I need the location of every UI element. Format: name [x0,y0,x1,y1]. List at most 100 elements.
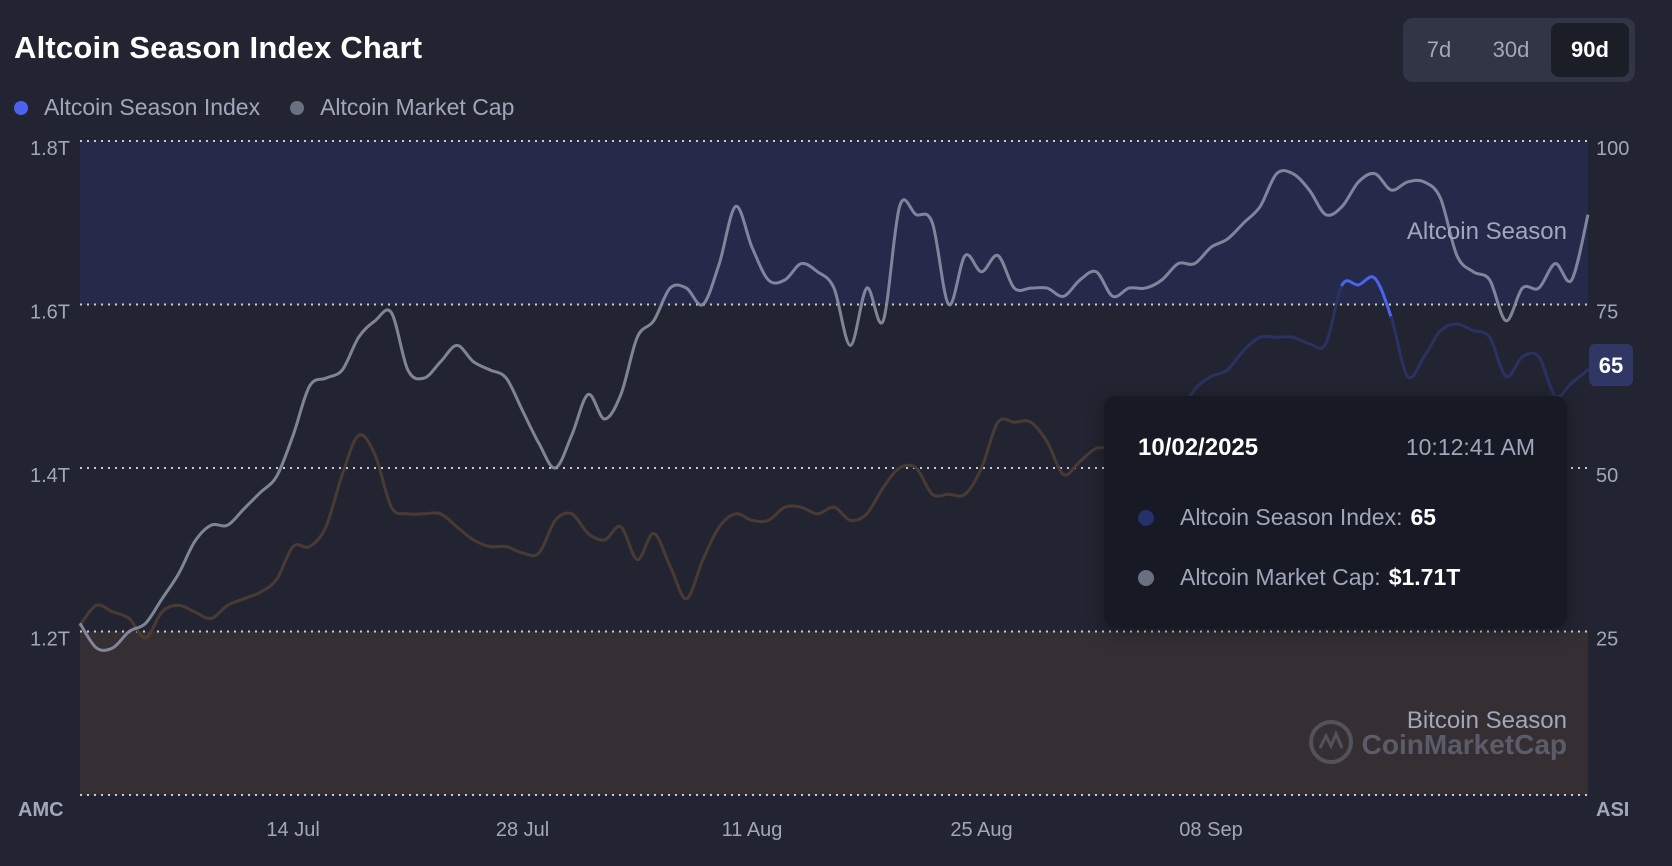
x-tick-label: 14 Jul [266,819,319,841]
y-left-tick-label: 1.8T [30,138,70,160]
series-segment-altcoin-season-index [865,486,885,516]
series-segment-altcoin-season-index [1258,334,1279,339]
series-segment-altcoin-season-index [1389,316,1410,378]
series-segment-altcoin-season-index [1062,460,1082,477]
y-left-tick-label: 1.4T [30,465,70,487]
y-right-tick-label: 100 [1596,138,1629,160]
series-segment-altcoin-season-index [898,463,918,470]
y-right-tick-label: 75 [1596,302,1618,324]
series-segment-altcoin-season-index [1553,381,1574,399]
series-segment-altcoin-season-index [209,603,229,620]
series-segment-altcoin-season-index [1291,335,1311,346]
series-segment-altcoin-season-index [717,512,738,529]
series-segment-altcoin-season-index [193,610,213,621]
series-segment-altcoin-season-index [94,603,115,614]
series-segment-altcoin-season-index [799,505,820,516]
legend-item-altcoin-market-cap[interactable]: Altcoin Market Cap [290,94,514,121]
series-segment-altcoin-season-index [652,531,672,568]
series-segment-altcoin-season-index [537,518,557,555]
legend-dot-icon [14,100,28,115]
series-segment-altcoin-season-index [963,466,983,496]
series-segment-altcoin-season-index [848,512,869,523]
tooltip-dot-icon [1138,509,1154,526]
series-segment-altcoin-season-index [176,603,197,614]
tooltip-row-altcoin-season-index: Altcoin Season Index: 65 [1138,504,1436,531]
zone-label-bitcoin-season: Bitcoin Season [1407,707,1567,734]
series-segment-altcoin-season-index [357,433,377,457]
series-segment-altcoin-season-index [930,492,951,498]
series-segment-altcoin-season-index [685,558,705,601]
series-segment-altcoin-season-index [373,453,393,509]
series-segment-altcoin-season-index [340,433,361,476]
tooltip-label: Altcoin Season Index: [1180,504,1403,530]
series-segment-altcoin-season-index [1471,329,1492,339]
range-30d-button[interactable]: 30d [1492,37,1530,62]
series-segment-altcoin-season-index [1012,419,1033,424]
series-segment-altcoin-season-index [308,525,328,548]
series-segment-altcoin-season-index [750,518,770,524]
axis-right-name: ASI [1596,799,1629,821]
current-value-badge-text: 65 [1599,353,1623,378]
series-segment-altcoin-season-index [144,610,164,640]
series-segment-altcoin-season-index [701,525,721,562]
series-segment-altcoin-season-index [471,538,492,548]
x-tick-label: 28 Jul [496,819,549,841]
x-tick-label: 08 Sep [1179,819,1242,841]
series-segment-altcoin-season-index [1537,355,1557,398]
series-segment-altcoin-season-index [783,504,803,509]
axis-left-name: AMC [18,799,64,821]
watermark: CoinMarketCap [1362,729,1567,760]
series-segment-altcoin-season-index [324,473,344,529]
series-segment-altcoin-season-index [1045,440,1065,476]
series-segment-altcoin-season-index [619,525,639,562]
series-segment-altcoin-season-index [455,525,475,542]
series-segment-altcoin-season-index [1406,355,1426,380]
series-segment-altcoin-season-index [734,512,754,522]
series-segment-altcoin-season-index [1488,335,1508,378]
series-segment-altcoin-season-index [914,466,934,496]
coinmarketcap-logo-icon [1309,720,1353,764]
series-segment-altcoin-season-index [111,610,131,620]
tooltip-date: 10/02/2025 [1138,434,1259,461]
legend-item-altcoin-season-index[interactable]: Altcoin Season Index [14,94,260,121]
series-segment-altcoin-season-index [242,590,262,601]
series-segment-altcoin-season-index [439,512,459,529]
series-segment-altcoin-season-index [389,505,410,516]
legend-label: Altcoin Market Cap [320,94,515,120]
series-segment-altcoin-season-index [1422,329,1442,359]
page-title: Altcoin Season Index Chart [14,30,423,65]
series-segment-altcoin-season-index [291,543,311,549]
series-segment-altcoin-season-index [832,505,852,522]
series-segment-altcoin-season-index [504,545,525,555]
series-segment-altcoin-season-index [1373,276,1393,320]
legend-dot-icon [290,100,305,115]
series-segment-altcoin-season-index [1439,322,1459,333]
legend: Altcoin Season Index Altcoin Market Cap [14,94,514,121]
tooltip-label: Altcoin Market Cap: [1180,564,1381,590]
series-segment-altcoin-season-index [78,603,98,627]
series-segment-altcoin-season-index [996,417,1016,424]
series-segment-altcoin-season-index [226,597,246,607]
series-segment-altcoin-season-index [1078,446,1098,463]
zone-bitcoin-season [80,631,1588,795]
series-segment-altcoin-season-index [1357,275,1377,287]
chart-zones [80,141,1588,795]
series-segment-altcoin-season-index [1242,335,1262,352]
series-segment-altcoin-season-index [1307,342,1328,350]
series-segment-altcoin-season-index [1029,420,1049,444]
range-7d-button[interactable]: 7d [1426,37,1452,62]
series-segment-altcoin-season-index [1455,322,1475,333]
range-90d-button[interactable]: 90d [1551,23,1629,77]
legend-label: Altcoin Season Index [44,94,261,120]
series-segment-altcoin-season-index [275,545,295,581]
y-right-tick-label: 25 [1596,629,1618,651]
series-segment-altcoin-season-index [488,544,508,549]
tooltip-row-altcoin-market-cap: Altcoin Market Cap: $1.71T [1138,564,1460,591]
series-segment-altcoin-season-index [816,505,836,516]
series-segment-altcoin-season-index [668,564,688,601]
series-segment-altcoin-season-index [1570,368,1590,385]
chart-series [78,169,1590,652]
x-tick-label: 11 Aug [722,819,783,841]
tooltip-time: 10:12:41 AM [1405,434,1535,460]
